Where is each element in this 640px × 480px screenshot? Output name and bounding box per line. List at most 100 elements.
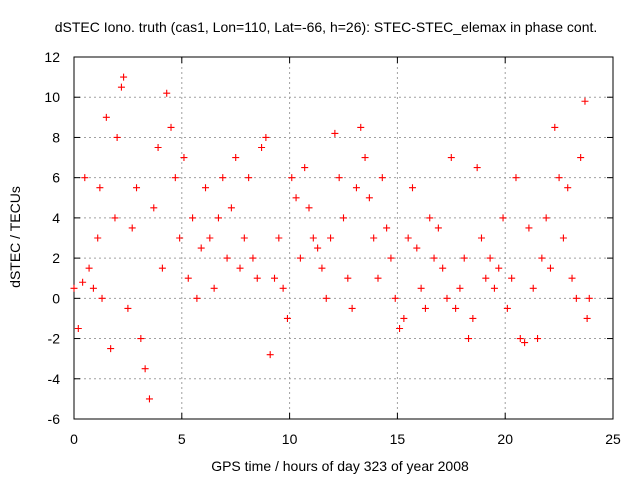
data-point	[227, 204, 235, 212]
data-point	[503, 304, 511, 312]
x-tick-label: 20	[497, 431, 513, 447]
data-point	[275, 234, 283, 242]
data-point	[309, 234, 317, 242]
gridlines	[74, 57, 613, 419]
data-point	[296, 254, 304, 262]
data-point	[417, 284, 425, 292]
data-point	[79, 278, 87, 286]
data-point	[482, 274, 490, 282]
data-point	[439, 264, 447, 272]
data-point	[352, 184, 360, 192]
data-point	[469, 314, 477, 322]
data-point	[314, 244, 322, 252]
data-point	[150, 204, 158, 212]
data-point	[490, 284, 498, 292]
data-point	[202, 184, 210, 192]
data-point	[184, 274, 192, 282]
data-point	[292, 194, 300, 202]
data-point	[340, 214, 347, 222]
data-point	[197, 244, 205, 252]
data-point	[133, 184, 141, 192]
data-point	[96, 184, 104, 192]
data-point	[508, 274, 516, 282]
data-point	[383, 224, 391, 232]
data-point	[219, 174, 227, 182]
data-point	[344, 274, 352, 282]
data-points	[70, 73, 593, 403]
data-point	[245, 174, 253, 182]
data-point	[583, 314, 591, 322]
data-point	[555, 174, 563, 182]
data-point	[477, 234, 485, 242]
data-point	[430, 254, 438, 262]
data-point	[167, 123, 175, 131]
data-point	[551, 123, 559, 131]
data-point	[124, 304, 132, 312]
y-axis-label: dSTEC / TECUs	[7, 186, 23, 288]
data-point	[331, 129, 339, 137]
data-point	[117, 83, 125, 91]
y-tick-label: 0	[52, 290, 60, 306]
data-point	[538, 254, 546, 262]
data-point	[529, 284, 537, 292]
data-point	[111, 214, 119, 222]
data-point	[521, 339, 529, 347]
data-point	[456, 284, 464, 292]
data-point	[434, 224, 442, 232]
data-point	[253, 274, 261, 282]
data-point	[266, 351, 274, 359]
data-point	[361, 154, 369, 162]
data-point	[249, 254, 257, 262]
data-point	[232, 154, 240, 162]
x-tick-label: 0	[70, 431, 78, 447]
data-point	[391, 294, 399, 302]
data-point	[113, 133, 121, 141]
data-point	[516, 335, 524, 343]
data-point	[357, 123, 365, 131]
data-point	[171, 174, 179, 182]
data-point	[85, 264, 93, 272]
data-point	[426, 214, 434, 222]
data-point	[495, 264, 503, 272]
data-point	[258, 144, 266, 151]
data-point	[128, 224, 136, 232]
data-point	[387, 254, 395, 262]
data-point	[327, 234, 335, 242]
data-point	[396, 325, 404, 332]
data-point	[452, 304, 460, 312]
y-tick-label: 10	[44, 89, 60, 105]
data-point	[443, 294, 451, 302]
data-point	[107, 345, 115, 353]
data-point	[581, 97, 589, 105]
data-point	[542, 214, 550, 222]
data-point	[413, 244, 421, 252]
data-point	[408, 184, 416, 192]
data-point	[193, 294, 201, 302]
data-point	[163, 89, 171, 97]
data-point	[271, 274, 279, 282]
data-point	[404, 234, 412, 242]
data-point	[335, 174, 343, 182]
data-point	[279, 284, 287, 292]
data-point	[421, 304, 429, 312]
y-tick-label: -2	[48, 331, 61, 347]
data-point	[70, 284, 78, 292]
data-point	[465, 335, 473, 343]
data-point	[81, 174, 89, 182]
data-point	[288, 174, 296, 182]
data-point	[400, 314, 408, 322]
data-point	[176, 234, 184, 242]
data-point	[223, 254, 231, 262]
data-point	[180, 154, 188, 162]
data-point	[210, 284, 218, 292]
data-point	[158, 264, 166, 272]
data-point	[572, 294, 580, 302]
data-point	[585, 294, 593, 302]
y-tick-label: 12	[44, 49, 60, 65]
x-axis-label: GPS time / hours of day 323 of year 2008	[211, 458, 469, 474]
plot-frame	[73, 56, 614, 420]
data-point	[236, 264, 244, 272]
data-point	[141, 365, 149, 373]
data-point	[98, 294, 106, 302]
